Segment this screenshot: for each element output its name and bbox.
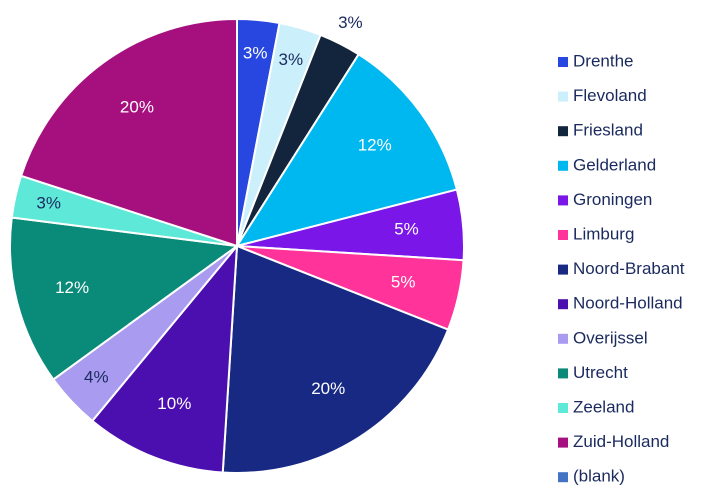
data-label: 5% — [394, 219, 419, 238]
data-label: 3% — [279, 50, 304, 69]
legend-swatch — [558, 368, 568, 379]
legend-label: Zeeland — [573, 397, 634, 416]
legend-label: Zuid-Holland — [573, 432, 669, 451]
data-label: 12% — [55, 278, 89, 297]
legend-swatch — [558, 472, 568, 483]
legend-label: Utrecht — [573, 363, 628, 382]
data-label: 5% — [391, 273, 416, 292]
legend-label: (blank) — [573, 467, 625, 486]
legend-swatch — [558, 299, 568, 310]
legend-swatch — [558, 91, 568, 102]
legend-label: Limburg — [573, 224, 634, 243]
data-label: 12% — [358, 135, 392, 154]
legend-swatch — [558, 160, 568, 171]
data-label: 20% — [311, 379, 345, 398]
data-label: 20% — [120, 98, 154, 117]
pie-slice — [90, 242, 239, 474]
legend-swatch — [558, 437, 568, 448]
pie-slice — [9, 216, 240, 381]
legend-swatch — [558, 403, 568, 413]
pie-slice — [234, 52, 459, 248]
legend-swatch — [558, 57, 568, 67]
legend-label: Friesland — [573, 121, 643, 140]
legend-swatch — [558, 230, 568, 240]
legend-label: Flevoland — [573, 86, 647, 105]
legend-swatch — [558, 195, 568, 206]
pie-slice — [19, 17, 238, 248]
data-label: 3% — [36, 193, 61, 212]
data-label: 10% — [157, 394, 191, 413]
data-label: 3% — [338, 13, 363, 32]
legend-label: Drenthe — [573, 51, 633, 70]
data-label: 3% — [243, 43, 268, 62]
pie-slice — [221, 244, 450, 474]
legend-label: Noord-Holland — [573, 294, 683, 313]
legend-label: Noord-Brabant — [573, 259, 685, 278]
legend-swatch — [558, 126, 568, 137]
legend-label: Groningen — [573, 190, 652, 209]
legend-swatch — [558, 333, 568, 344]
legend-label: Gelderland — [573, 155, 656, 174]
legend-swatch — [558, 264, 568, 275]
legend-label: Overijssel — [573, 328, 648, 347]
data-label: 4% — [84, 368, 109, 387]
